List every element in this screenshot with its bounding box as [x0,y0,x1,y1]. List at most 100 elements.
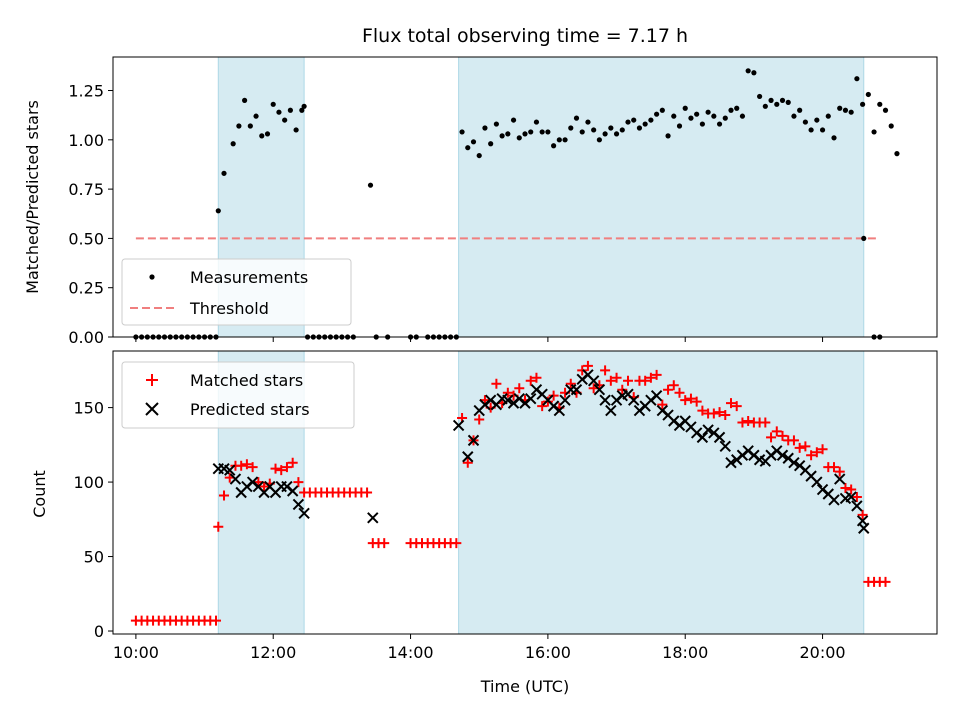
measurement-point [215,208,221,214]
matched-star-marker [720,410,731,421]
measurement-point [276,109,282,115]
measurement-point [301,103,307,109]
y-axis-ticks: 0.00 0.25 0.50 0.75 1.00 1.25 [68,82,113,347]
measurement-point [825,113,831,119]
x-axis-ticks [135,337,824,342]
legend: Matched stars Predicted stars [121,361,355,429]
measurement-point [671,113,677,119]
x-tick-label: 10:00 [113,643,159,662]
matched-star-marker [287,457,298,468]
measurement-point [602,131,608,137]
matched-star-marker [565,378,576,389]
measurement-point [470,139,477,145]
matched-star-marker [651,369,662,380]
measurement-point [510,117,517,123]
matched-star-marker [766,432,777,443]
y-tick-label: 0.00 [68,328,104,347]
measurement-point [585,119,591,125]
predicted-star-marker [776,449,789,461]
measurement-point [648,117,654,123]
measurement-point [299,107,305,113]
matched-star-marker [777,430,788,441]
matched-star-marker [668,380,679,391]
measurement-point [842,107,849,113]
matched-star-marker [600,365,611,376]
measurement-point [556,137,562,143]
matched-star-marker [771,426,782,437]
measurement-point [882,107,889,113]
observing-interval [458,350,865,635]
predicted-star-marker [845,491,857,503]
matched-star-marker [502,387,513,398]
y-tick-label: 0.75 [68,180,104,199]
matched-star-marker [840,483,851,494]
matched-star-marker [293,477,304,488]
measurement-point [562,137,568,143]
matched-star-marker [834,466,845,477]
measurement-point [493,121,499,127]
measurement-point [459,129,465,135]
predicted-star-marker [828,494,840,506]
predicted-star-marker [570,384,583,396]
predicted-star-marker [452,419,465,432]
measurement-point [465,145,471,151]
measurement-point [716,121,723,127]
plot-frame [112,56,938,338]
legend-dot-marker [149,274,155,280]
matched-star-marker [537,401,548,412]
matched-star-marker [514,383,525,394]
y-tick-label: 1.25 [68,82,104,101]
matched-star-marker [605,375,616,386]
predicted-star-marker [502,394,514,406]
measurement-point [619,127,625,133]
measurement-point [636,125,643,131]
measurement-point [528,129,534,135]
predicted-star-marker [298,507,310,520]
legend-x-marker [145,402,159,416]
matched-star-marker [617,384,628,395]
matched-star-marker [817,444,828,455]
measurement-point [264,131,271,137]
measurement-point [676,123,683,129]
legend: Measurements Threshold [121,258,352,326]
matched-star-marker [531,372,542,383]
x-tick-label: 14:00 [388,643,434,662]
predicted-star-marker [851,500,863,512]
matched-star-marker [491,378,502,389]
measurement-point [688,115,694,121]
predicted-star-marker [587,375,600,387]
matched-star-marker [680,395,691,406]
matched-star-marker [708,408,719,419]
measurement-point [499,133,505,139]
observing-interval [458,56,865,338]
predicted-star-marker [713,431,726,444]
predicted-star-marker [605,404,617,417]
predicted-star-marker [286,485,299,497]
matched-star-marker [851,491,862,502]
matched-star-marker [726,398,736,409]
matched-star-marker [247,462,258,473]
measurement-point [242,97,248,103]
matched-star-marker [462,457,473,468]
matched-star-marker [213,521,224,532]
matched-star-marker [806,450,817,461]
matched-star-marker [663,384,674,395]
x-axis-ticks: 10:00 12:00 14:00 16:00 18:00 20:00 [113,634,846,662]
measurement-point [888,123,894,129]
measurement-point [837,105,843,111]
measurement-point [476,152,482,159]
matched-star-marker [811,447,822,458]
measurement-point [579,129,585,135]
measurement-point [625,119,631,125]
measurement-point [762,103,768,109]
matched-star-marker [525,375,536,386]
predicted-star-marker [553,404,566,417]
measurement-point [865,91,871,98]
measurement-point [522,131,528,137]
measurement-point [871,129,877,135]
x-tick-label: 16:00 [525,643,571,662]
measurement-point [779,97,786,103]
predicted-star-markers [212,369,870,534]
measurement-point [705,109,711,115]
matched-star-marker [236,460,247,471]
